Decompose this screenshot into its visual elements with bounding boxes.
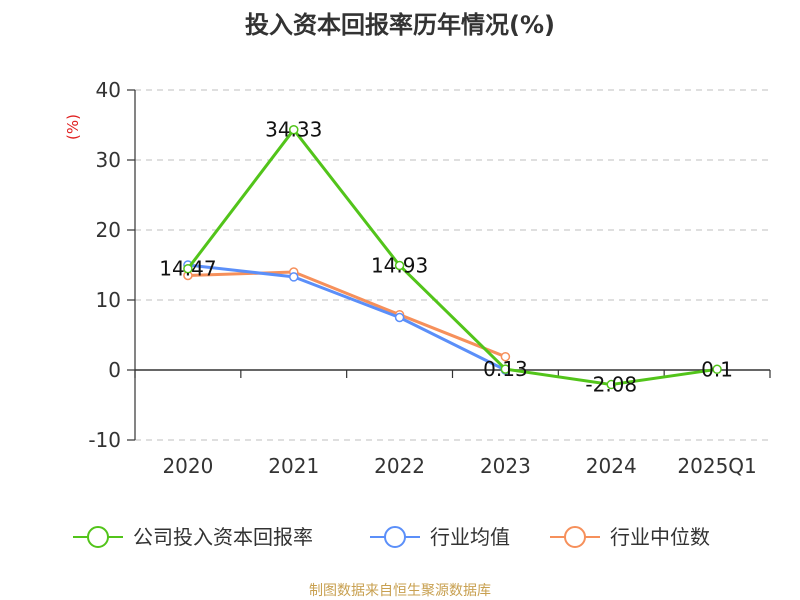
axes: -10 0 10 20 30 40 2020 2021 2022 2023 2024 2025Q1: [88, 78, 771, 478]
legend: 公司投入资本回报率 行业均值 行业中位数: [73, 525, 710, 549]
series-line: [187, 270, 506, 359]
legend-label: 行业均值: [430, 525, 510, 549]
y-tick-label: 40: [96, 78, 121, 102]
series-line: [187, 263, 507, 372]
data-label: 0.1: [701, 357, 733, 381]
legend-marker: [564, 526, 586, 548]
source-note: 制图数据来自恒生聚源数据库: [309, 583, 491, 599]
y-tick-label: 20: [96, 218, 121, 242]
y-tick-label: -10: [88, 428, 121, 452]
legend-label: 行业中位数: [610, 525, 710, 549]
data-label: 14.93: [371, 253, 428, 277]
data-point: [712, 364, 722, 375]
x-tick-label: 2020: [162, 454, 213, 478]
y-tick-label: 0: [108, 358, 121, 382]
y-tick-label: 10: [96, 288, 121, 312]
data-label: -2.08: [585, 373, 637, 397]
series-lines: [183, 124, 722, 390]
x-tick-label: 2023: [480, 454, 531, 478]
legend-marker: [87, 526, 109, 548]
data-point: [394, 312, 405, 323]
data-label: 0.13: [483, 357, 528, 381]
series-line: [186, 128, 718, 387]
chart-title: 投入资本回报率历年情况(%): [245, 11, 555, 39]
x-tick-label: 2022: [374, 454, 425, 478]
data-label: 14.47: [159, 257, 216, 281]
data-point: [289, 124, 299, 135]
data-point: [500, 351, 511, 362]
data-point: [289, 272, 299, 282]
x-tick-label: 2021: [268, 454, 319, 478]
x-tick-label: 2024: [586, 454, 637, 478]
data-point: [606, 379, 616, 390]
data-label: 34.33: [265, 118, 322, 142]
data-labels: 14.47 34.33 14.93 0.13 -2.08 0.1: [159, 118, 733, 397]
y-axis-label: (%): [64, 114, 82, 140]
x-tick-label: 2025Q1: [677, 454, 756, 478]
data-point: [394, 260, 405, 271]
data-point: [500, 364, 511, 374]
legend-marker: [384, 526, 406, 548]
y-tick-label: 30: [96, 148, 121, 172]
data-point: [183, 263, 193, 274]
legend-label: 公司投入资本回报率: [133, 525, 313, 549]
gridlines: [135, 89, 770, 441]
